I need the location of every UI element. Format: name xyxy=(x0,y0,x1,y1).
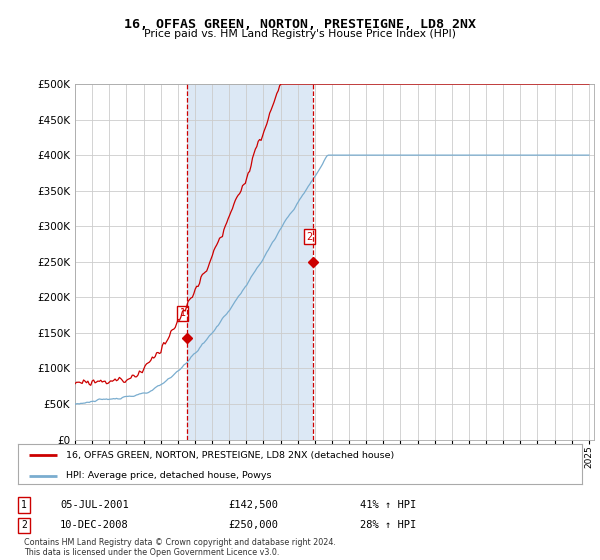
Text: 41% ↑ HPI: 41% ↑ HPI xyxy=(360,500,416,510)
Text: HPI: Average price, detached house, Powys: HPI: Average price, detached house, Powy… xyxy=(66,471,271,480)
Text: Contains HM Land Registry data © Crown copyright and database right 2024.
This d: Contains HM Land Registry data © Crown c… xyxy=(24,538,336,557)
Text: 10-DEC-2008: 10-DEC-2008 xyxy=(60,520,129,530)
Text: 2: 2 xyxy=(21,520,27,530)
Text: 16, OFFAS GREEN, NORTON, PRESTEIGNE, LD8 2NX: 16, OFFAS GREEN, NORTON, PRESTEIGNE, LD8… xyxy=(124,18,476,31)
Text: 16, OFFAS GREEN, NORTON, PRESTEIGNE, LD8 2NX (detached house): 16, OFFAS GREEN, NORTON, PRESTEIGNE, LD8… xyxy=(66,451,394,460)
Text: 2: 2 xyxy=(306,232,312,242)
Text: £142,500: £142,500 xyxy=(228,500,278,510)
Text: Price paid vs. HM Land Registry's House Price Index (HPI): Price paid vs. HM Land Registry's House … xyxy=(144,29,456,39)
Text: 05-JUL-2001: 05-JUL-2001 xyxy=(60,500,129,510)
Text: 28% ↑ HPI: 28% ↑ HPI xyxy=(360,520,416,530)
Text: £250,000: £250,000 xyxy=(228,520,278,530)
Text: 1: 1 xyxy=(179,309,186,319)
Bar xyxy=(187,84,313,440)
Text: 1: 1 xyxy=(21,500,27,510)
